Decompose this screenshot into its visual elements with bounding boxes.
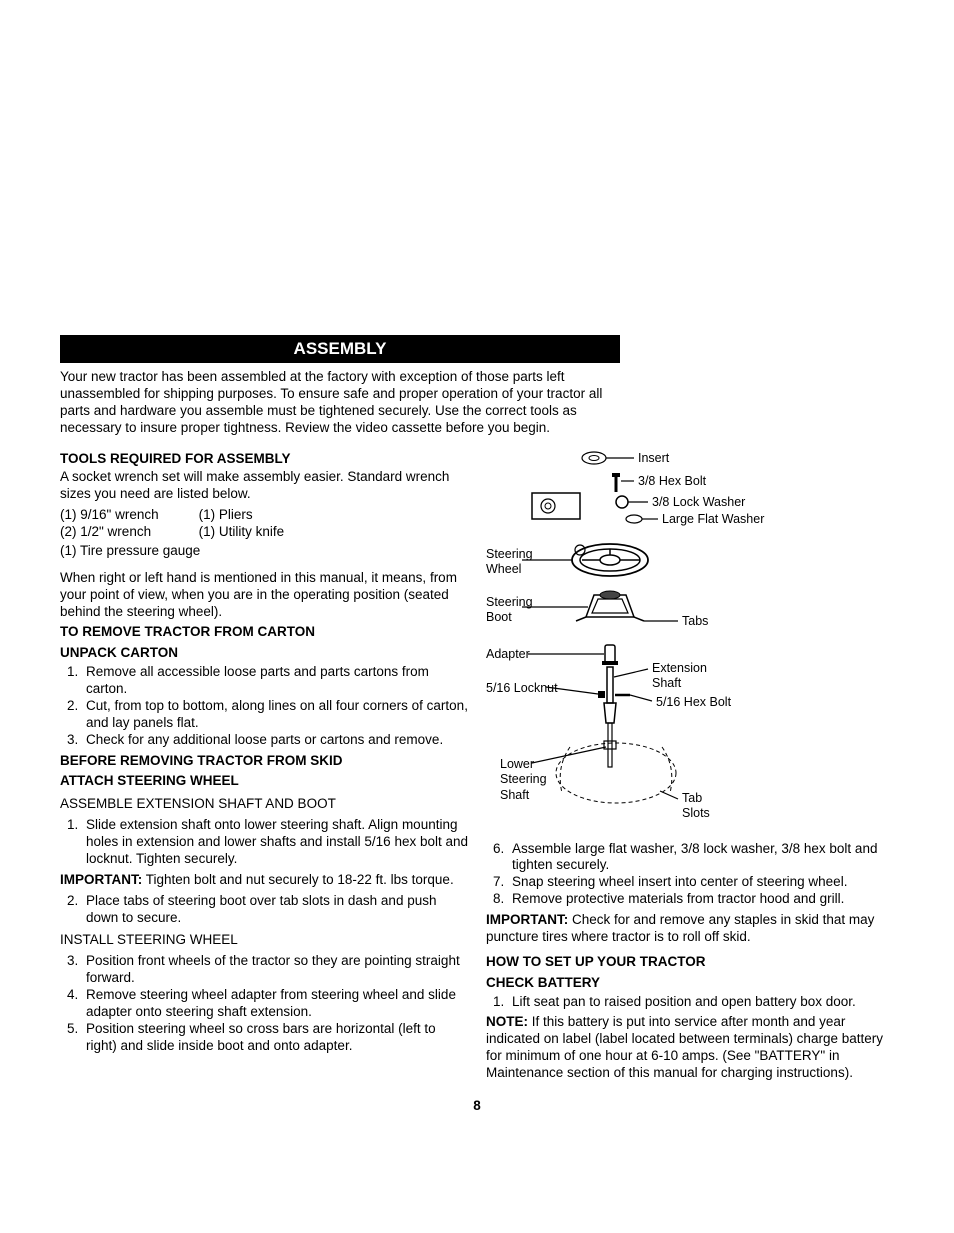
hand-note: When right or left hand is mentioned in … [60,570,468,621]
list-item: Place tabs of steering boot over tab slo… [82,893,468,927]
two-column-layout: TOOLS REQUIRED FOR ASSEMBLY A socket wre… [60,447,894,1086]
important-note-2: IMPORTANT: Check for and remove any stap… [486,912,894,946]
tool-item: (1) Pliers [199,507,285,524]
list-item: Remove all accessible loose parts and pa… [82,664,468,698]
diagram-label-boot: Steering Boot [486,595,533,626]
diagram-label-flat: Large Flat Washer [662,512,764,528]
tools-list: (1) 9/16" wrench (2) 1/2" wrench (1) Pli… [60,507,468,541]
tool-item: (1) 9/16" wrench [60,507,159,524]
check-battery-heading: CHECK BATTERY [486,975,894,992]
howto-heading: HOW TO SET UP YOUR TRACTOR [486,954,894,971]
install-wheel-label: INSTALL STEERING WHEEL [60,932,468,949]
diagram-label-tabs: Tabs [682,614,708,630]
diagram-label-lower: Lower Steering Shaft [500,757,547,804]
list-item: Cut, from top to bottom, along lines on … [82,698,468,732]
diagram-label-wheel: Steering Wheel [486,547,533,578]
list-item: Remove protective materials from tractor… [508,891,894,908]
important-label: IMPORTANT: [486,912,568,927]
important-label: IMPORTANT: [60,872,142,887]
list-item: Remove steering wheel adapter from steer… [82,987,468,1021]
diagram-label-tabslots: Tab Slots [682,791,710,822]
diagram-label-insert: Insert [638,451,669,467]
important-text: Tighten bolt and nut securely to 18-22 f… [142,872,453,887]
ext-list: Slide extension shaft onto lower steerin… [60,817,468,868]
remove-heading: TO REMOVE TRACTOR FROM CARTON [60,624,468,641]
tool-item: (1) Utility knife [199,524,285,541]
tools-heading: TOOLS REQUIRED FOR ASSEMBLY [60,451,468,468]
diagram-label-locknut: 5/16 Locknut [486,681,558,697]
diagram-label-adapter: Adapter [486,647,530,663]
steering-diagram: Insert 3/8 Hex Bolt 3/8 Lock Washer Larg… [486,447,894,833]
page-number: 8 [60,1098,894,1113]
list-item: Check for any additional loose parts or … [82,732,468,749]
right-column: Insert 3/8 Hex Bolt 3/8 Lock Washer Larg… [486,447,894,1086]
intro-text: Your new tractor has been assembled at t… [60,369,620,437]
important-note: IMPORTANT: Tighten bolt and nut securely… [60,872,468,889]
left-column: TOOLS REQUIRED FOR ASSEMBLY A socket wre… [60,447,468,1086]
note-text: If this battery is put into service afte… [486,1014,883,1080]
tool-item: (2) 1/2" wrench [60,524,159,541]
unpack-list: Remove all accessible loose parts and pa… [60,664,468,748]
right-list: Assemble large flat washer, 3/8 lock was… [486,841,894,909]
diagram-label-ext-shaft: Extension Shaft [652,661,707,692]
attach-heading: ATTACH STEERING WHEEL [60,773,468,790]
diagram-label-hex38: 3/8 Hex Bolt [638,474,706,490]
list-item: Slide extension shaft onto lower steerin… [82,817,468,868]
diagram-label-lock38: 3/8 Lock Washer [652,495,745,511]
list-item: Position steering wheel so cross bars ar… [82,1021,468,1055]
list-item: Assemble large flat washer, 3/8 lock was… [508,841,894,875]
note: NOTE: If this battery is put into servic… [486,1014,894,1082]
check-battery-list: Lift seat pan to raised position and ope… [486,994,894,1011]
ext-list-2: Place tabs of steering boot over tab slo… [60,893,468,927]
diagram-label-hex516: 5/16 Hex Bolt [656,695,731,711]
list-item: Snap steering wheel insert into center o… [508,874,894,891]
tools-intro: A socket wrench set will make assembly e… [60,469,468,503]
before-heading: BEFORE REMOVING TRACTOR FROM SKID [60,753,468,770]
unpack-heading: UNPACK CARTON [60,645,468,662]
note-label: NOTE: [486,1014,528,1029]
section-header: ASSEMBLY [60,335,620,363]
assemble-ext-label: ASSEMBLE EXTENSION SHAFT AND BOOT [60,796,468,813]
install-wheel-list: Position front wheels of the tractor so … [60,953,468,1054]
list-item: Position front wheels of the tractor so … [82,953,468,987]
tool-item: (1) Tire pressure gauge [60,543,468,560]
list-item: Lift seat pan to raised position and ope… [508,994,894,1011]
